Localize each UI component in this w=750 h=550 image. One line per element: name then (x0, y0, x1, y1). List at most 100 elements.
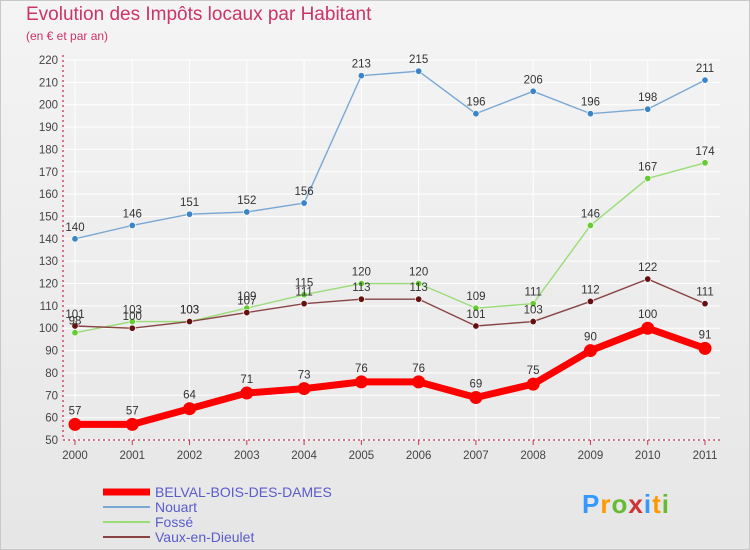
data-label: 113 (409, 282, 427, 294)
chart-title: Evolution des Impôts locaux par Habitant (26, 4, 372, 25)
data-point (701, 76, 709, 84)
data-label: 101 (65, 309, 84, 321)
data-point (128, 221, 136, 229)
data-point (240, 386, 254, 400)
series-line (74, 70, 706, 240)
legend-label: Nouart (155, 499, 197, 515)
y-tick-label: 100 (39, 323, 58, 335)
y-tick-label: 120 (39, 279, 58, 291)
data-point (415, 295, 423, 303)
data-label: 213 (352, 59, 371, 71)
data-point (415, 280, 423, 288)
data-label: 103 (524, 305, 543, 317)
data-label: 73 (298, 370, 311, 382)
data-label: 115 (295, 278, 313, 290)
data-label: 69 (470, 379, 483, 391)
data-label: 101 (466, 309, 485, 321)
data-label: 98 (69, 316, 82, 328)
x-tick-label: 2006 (406, 450, 432, 462)
data-label: 215 (409, 54, 428, 66)
x-tick-label: 2008 (520, 450, 546, 462)
data-label: 111 (295, 287, 312, 299)
data-label: 120 (352, 267, 371, 279)
data-label: 206 (524, 74, 543, 86)
legend-label: Vaux-en-Dieulet (155, 529, 254, 545)
data-label: 100 (123, 311, 142, 323)
data-point (125, 417, 139, 431)
data-label: 120 (409, 267, 428, 279)
x-tick-label: 2002 (177, 450, 203, 462)
data-point (701, 300, 709, 308)
logo-letter: r (600, 489, 612, 519)
data-point (186, 210, 194, 218)
y-tick-label: 180 (39, 144, 58, 156)
legend-label: Fossé (155, 514, 193, 530)
data-point (526, 377, 540, 391)
data-point (68, 417, 82, 431)
data-label: 103 (180, 305, 199, 317)
series-lines (68, 67, 712, 431)
data-label: 111 (524, 287, 541, 299)
data-point (300, 300, 308, 308)
data-label: 76 (355, 363, 368, 375)
data-label: 112 (581, 284, 599, 296)
data-point (644, 174, 652, 182)
data-point (128, 318, 136, 326)
y-tick-label: 70 (45, 390, 58, 402)
x-tick-label: 2005 (349, 450, 375, 462)
data-label: 111 (696, 287, 713, 299)
data-label: 152 (237, 195, 256, 207)
data-point (357, 280, 365, 288)
data-label: 122 (638, 262, 657, 274)
axes: 50 60 70 80 90 100 110 120 130 140 150 160 170 180 190… (39, 55, 720, 462)
x-tick-label: 2000 (62, 450, 88, 462)
data-point (644, 275, 652, 283)
data-point (357, 295, 365, 303)
data-point (243, 309, 251, 317)
data-label: 156 (294, 186, 313, 198)
logo-letter: t (652, 489, 662, 519)
y-tick-label: 190 (39, 122, 58, 134)
data-point (529, 318, 537, 326)
y-tick-label: 210 (39, 77, 58, 89)
data-point (183, 402, 197, 416)
data-label: 64 (183, 390, 196, 402)
data-label: 196 (466, 97, 485, 109)
data-label: 76 (412, 363, 425, 375)
data-label: 103 (123, 305, 142, 317)
y-tick-label: 130 (39, 256, 58, 268)
y-tick-label: 50 (45, 435, 58, 447)
data-point (243, 208, 251, 216)
data-point (412, 375, 426, 389)
logo-letter: P (582, 489, 601, 519)
y-tick-label: 140 (39, 234, 58, 246)
data-point (641, 321, 655, 335)
data-point (354, 375, 368, 389)
data-point (472, 322, 480, 330)
data-point (472, 110, 480, 118)
series-line (71, 324, 709, 428)
data-point (644, 105, 652, 113)
data-label: 75 (527, 365, 540, 377)
x-tick-label: 2007 (463, 450, 489, 462)
data-point (469, 391, 483, 405)
data-point (415, 67, 423, 75)
data-point (701, 159, 709, 167)
data-label: 198 (638, 92, 657, 104)
data-point (300, 199, 308, 207)
x-tick-label: 2010 (635, 450, 661, 462)
logo-letter: i (643, 489, 653, 519)
y-tick-label: 220 (39, 55, 58, 67)
data-label: 71 (240, 374, 253, 386)
proxiti-logo: Proxiti (582, 489, 670, 520)
logo-letter: i (661, 489, 670, 519)
data-label: 174 (695, 146, 715, 158)
y-tick-label: 110 (40, 301, 58, 313)
y-tick-label: 160 (39, 189, 58, 201)
data-point (71, 322, 79, 330)
y-tick-label: 170 (39, 167, 58, 179)
data-point (71, 235, 79, 243)
